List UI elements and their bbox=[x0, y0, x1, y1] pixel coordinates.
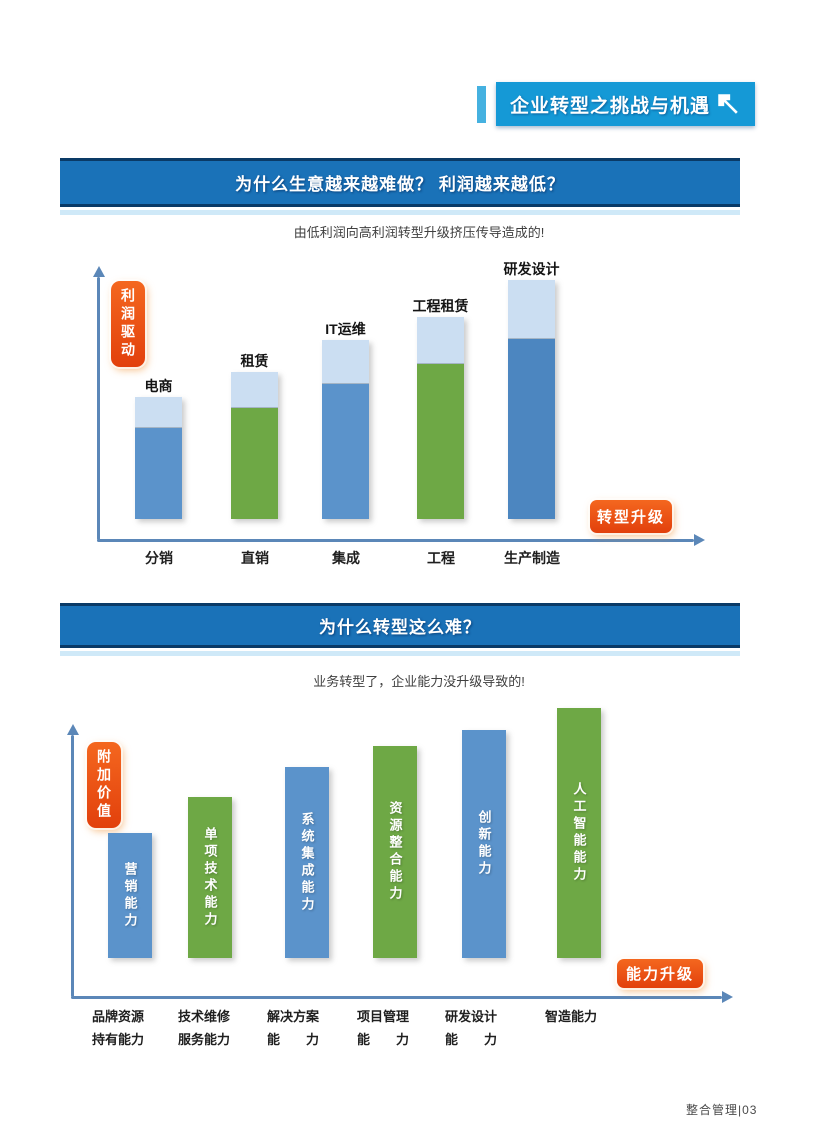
stacked-bar bbox=[508, 280, 555, 519]
stacked-bar bbox=[231, 372, 278, 519]
page-footer: 整合管理|03 bbox=[686, 1103, 758, 1117]
arrow-up-left-icon bbox=[715, 91, 741, 117]
bar-top-label: 电商 bbox=[144, 378, 173, 394]
category-line2: 能 力 bbox=[444, 1032, 498, 1047]
y-axis-badge: 利润驱动 bbox=[111, 281, 145, 367]
bar-cap-segment bbox=[417, 317, 464, 364]
x-axis-badge: 转型升级 bbox=[590, 500, 672, 533]
x-axis-arrowhead bbox=[694, 534, 705, 546]
bar-category-label: 分销 bbox=[145, 550, 173, 566]
x-axis-line bbox=[97, 539, 694, 542]
stacked-bar bbox=[417, 317, 464, 519]
bar-category-label: 智造能力 bbox=[545, 1005, 597, 1028]
category-line2: 服务能力 bbox=[177, 1032, 231, 1047]
bar-top-label: 工程租赁 bbox=[412, 298, 469, 314]
section2-banner-glow bbox=[60, 651, 740, 656]
bar-inner-label: 营销能力 bbox=[122, 861, 138, 930]
bar-category-label: 工程 bbox=[427, 550, 455, 566]
bar-category-label: 研发设计能 力 bbox=[445, 1005, 497, 1051]
category-line1: 技术维修 bbox=[177, 1009, 231, 1024]
y-axis-badge: 附加价值 bbox=[87, 742, 121, 828]
category-line2: 能 力 bbox=[266, 1032, 320, 1047]
bar-top-label: 研发设计 bbox=[503, 261, 560, 277]
capability-bar: 资源整合能力 bbox=[373, 746, 417, 958]
section1-banner: 为什么生意越来越难做？ 利润越来越低？ bbox=[60, 158, 740, 207]
capability-bar: 创新能力 bbox=[462, 730, 506, 958]
x-axis-badge: 能力升级 bbox=[617, 959, 703, 988]
section2-title: 为什么转型这么难？ bbox=[319, 618, 481, 637]
bar-category-label: 解决方案能 力 bbox=[267, 1005, 319, 1051]
bar-inner-label: 资源整合能力 bbox=[387, 801, 403, 903]
bar-cap-segment bbox=[135, 397, 182, 428]
bar-top-label: IT运维 bbox=[325, 321, 366, 337]
y-axis-arrowhead bbox=[93, 266, 105, 277]
page-header-banner: 企业转型之挑战与机遇 bbox=[496, 82, 755, 126]
category-line1: 项目管理 bbox=[356, 1009, 410, 1024]
category-line1: 品牌资源 bbox=[91, 1009, 145, 1024]
y-axis-line bbox=[71, 735, 74, 997]
x-axis-arrowhead bbox=[722, 991, 733, 1003]
bar-inner-label: 单项技术能力 bbox=[202, 826, 218, 929]
section1-banner-glow bbox=[60, 210, 740, 215]
x-axis-line bbox=[71, 996, 722, 999]
bar-cap-segment bbox=[322, 340, 369, 384]
stacked-bar bbox=[322, 340, 369, 519]
bar-category-label: 集成 bbox=[332, 550, 360, 566]
capability-bar: 单项技术能力 bbox=[188, 797, 232, 958]
capability-bar: 人工智能能力 bbox=[557, 708, 601, 958]
y-axis-arrowhead bbox=[67, 724, 79, 735]
bar-base-segment bbox=[417, 364, 464, 519]
capability-bar: 系统集成能力 bbox=[285, 767, 329, 958]
category-line1: 智造能力 bbox=[544, 1009, 598, 1024]
bar-inner-label: 人工智能能力 bbox=[571, 782, 587, 884]
capability-bar: 营销能力 bbox=[108, 833, 152, 958]
category-line1: 解决方案 bbox=[266, 1009, 320, 1024]
section2-banner: 为什么转型这么难？ bbox=[60, 603, 740, 648]
section2-subtitle: 业务转型了，企业能力没升级导致的! bbox=[313, 674, 525, 689]
header-accent-strip bbox=[477, 86, 486, 123]
bar-category-label: 直销 bbox=[241, 550, 269, 566]
bar-category-label: 项目管理能 力 bbox=[357, 1005, 409, 1051]
category-line1: 研发设计 bbox=[444, 1009, 498, 1024]
bar-base-segment bbox=[508, 339, 555, 519]
bar-base-segment bbox=[135, 428, 182, 519]
bar-top-label: 租赁 bbox=[240, 353, 269, 369]
stacked-bar bbox=[135, 397, 182, 519]
bar-inner-label: 系统集成能力 bbox=[299, 811, 315, 914]
section1-subtitle: 由低利润向高利润转型升级挤压传导造成的! bbox=[293, 225, 545, 240]
y-axis-line bbox=[97, 277, 100, 540]
bar-category-label: 技术维修 服务能力 bbox=[178, 1005, 230, 1051]
category-line2: 持有能力 bbox=[91, 1032, 145, 1047]
bar-cap-segment bbox=[508, 280, 555, 339]
bar-category-label: 生产制造 bbox=[504, 550, 560, 566]
bar-base-segment bbox=[231, 408, 278, 519]
bar-base-segment bbox=[322, 384, 369, 519]
bar-inner-label: 创新能力 bbox=[476, 810, 492, 878]
bar-category-label: 品牌资源 持有能力 bbox=[92, 1005, 144, 1051]
category-line2: 能 力 bbox=[356, 1032, 410, 1047]
page-title: 企业转型之挑战与机遇 bbox=[509, 95, 710, 117]
bar-cap-segment bbox=[231, 372, 278, 408]
section1-title: 为什么生意越来越难做？ 利润越来越低？ bbox=[235, 175, 565, 194]
